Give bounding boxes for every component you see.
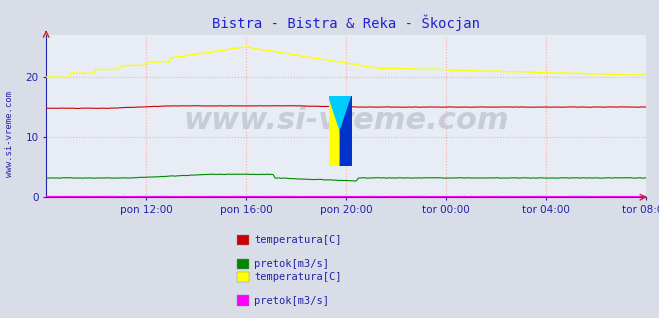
Text: pretok[m3/s]: pretok[m3/s]	[254, 295, 330, 306]
Text: www.si-vreme.com: www.si-vreme.com	[5, 91, 14, 176]
Text: temperatura[C]: temperatura[C]	[254, 235, 342, 245]
Title: Bistra - Bistra & Reka - Škocjan: Bistra - Bistra & Reka - Škocjan	[212, 15, 480, 31]
Polygon shape	[329, 96, 352, 166]
Polygon shape	[340, 96, 352, 166]
Text: pretok[m3/s]: pretok[m3/s]	[254, 259, 330, 269]
Polygon shape	[329, 96, 352, 166]
Text: www.si-vreme.com: www.si-vreme.com	[183, 107, 509, 135]
Text: temperatura[C]: temperatura[C]	[254, 272, 342, 282]
